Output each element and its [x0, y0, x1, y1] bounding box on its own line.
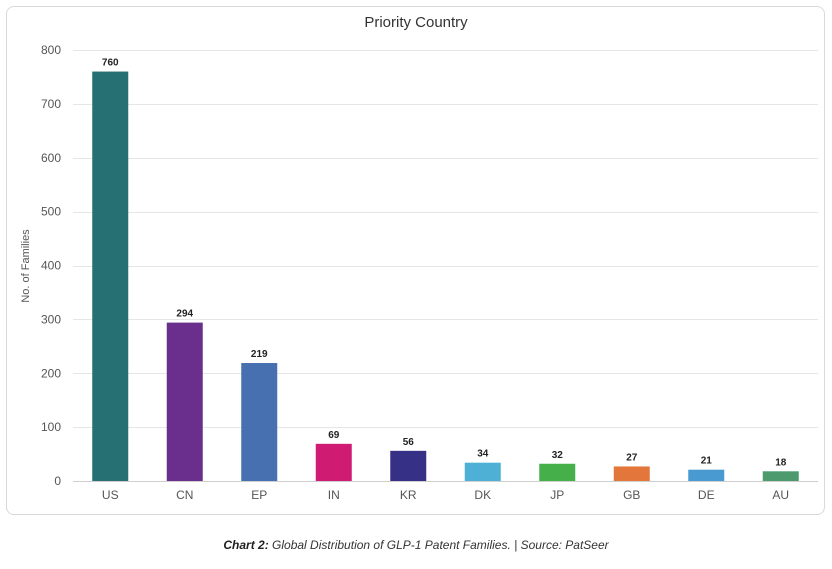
- y-axis-label: No. of Families: [20, 229, 32, 303]
- bar-gb[interactable]: [613, 466, 650, 481]
- data-label: 27: [626, 452, 638, 463]
- x-tick-label: IN: [328, 488, 340, 502]
- y-tick-label: 100: [41, 420, 61, 434]
- x-tick-label: KR: [400, 488, 417, 502]
- bar-ep[interactable]: [241, 363, 278, 481]
- bar-jp[interactable]: [539, 463, 576, 481]
- chart-caption: Chart 2: Global Distribution of GLP-1 Pa…: [0, 538, 832, 552]
- data-label: 34: [477, 449, 489, 460]
- data-label: 32: [552, 450, 564, 461]
- data-label: 760: [102, 58, 119, 69]
- x-tick-label: AU: [772, 488, 789, 502]
- x-tick-label: DE: [698, 488, 715, 502]
- x-axis-ticks: US CN EP IN KR DK JP GB DE AU: [102, 488, 789, 502]
- x-tick-label: GB: [623, 488, 640, 502]
- bar-dk[interactable]: [464, 462, 501, 481]
- data-label: 21: [701, 456, 713, 467]
- x-tick-label: DK: [474, 488, 491, 502]
- chart-card: [6, 6, 825, 515]
- bar-cn[interactable]: [166, 322, 203, 481]
- y-tick-label: 500: [41, 205, 61, 219]
- y-tick-label: 0: [54, 474, 61, 488]
- bar-au[interactable]: [762, 471, 799, 481]
- y-tick-label: 200: [41, 366, 61, 380]
- bar-in[interactable]: [315, 443, 352, 481]
- bar-us[interactable]: [92, 71, 129, 482]
- bar-kr[interactable]: [390, 450, 427, 481]
- data-label: 18: [775, 457, 787, 468]
- y-axis-ticks: 0 100 200 300 400 500 600 700 800: [41, 43, 61, 488]
- data-label: 219: [251, 349, 268, 360]
- x-tick-label: EP: [251, 488, 267, 502]
- y-tick-label: 300: [41, 312, 61, 326]
- bars: [92, 71, 799, 482]
- y-tick-label: 800: [41, 43, 61, 57]
- x-tick-label: CN: [176, 488, 193, 502]
- chart-title: Priority Country: [364, 14, 468, 31]
- y-tick-label: 600: [41, 151, 61, 165]
- bar-de[interactable]: [688, 469, 725, 481]
- data-label: 56: [403, 437, 415, 448]
- value-labels: 760 294 219 69 56 34 32 27 21 18: [102, 58, 787, 469]
- caption-text: Global Distribution of GLP-1 Patent Fami…: [268, 538, 609, 552]
- y-tick-label: 700: [41, 97, 61, 111]
- data-label: 294: [176, 309, 193, 320]
- data-label: 69: [328, 430, 340, 441]
- x-tick-label: US: [102, 488, 119, 502]
- x-tick-label: JP: [550, 488, 564, 502]
- caption-label: Chart 2:: [223, 538, 269, 552]
- y-tick-label: 400: [41, 259, 61, 273]
